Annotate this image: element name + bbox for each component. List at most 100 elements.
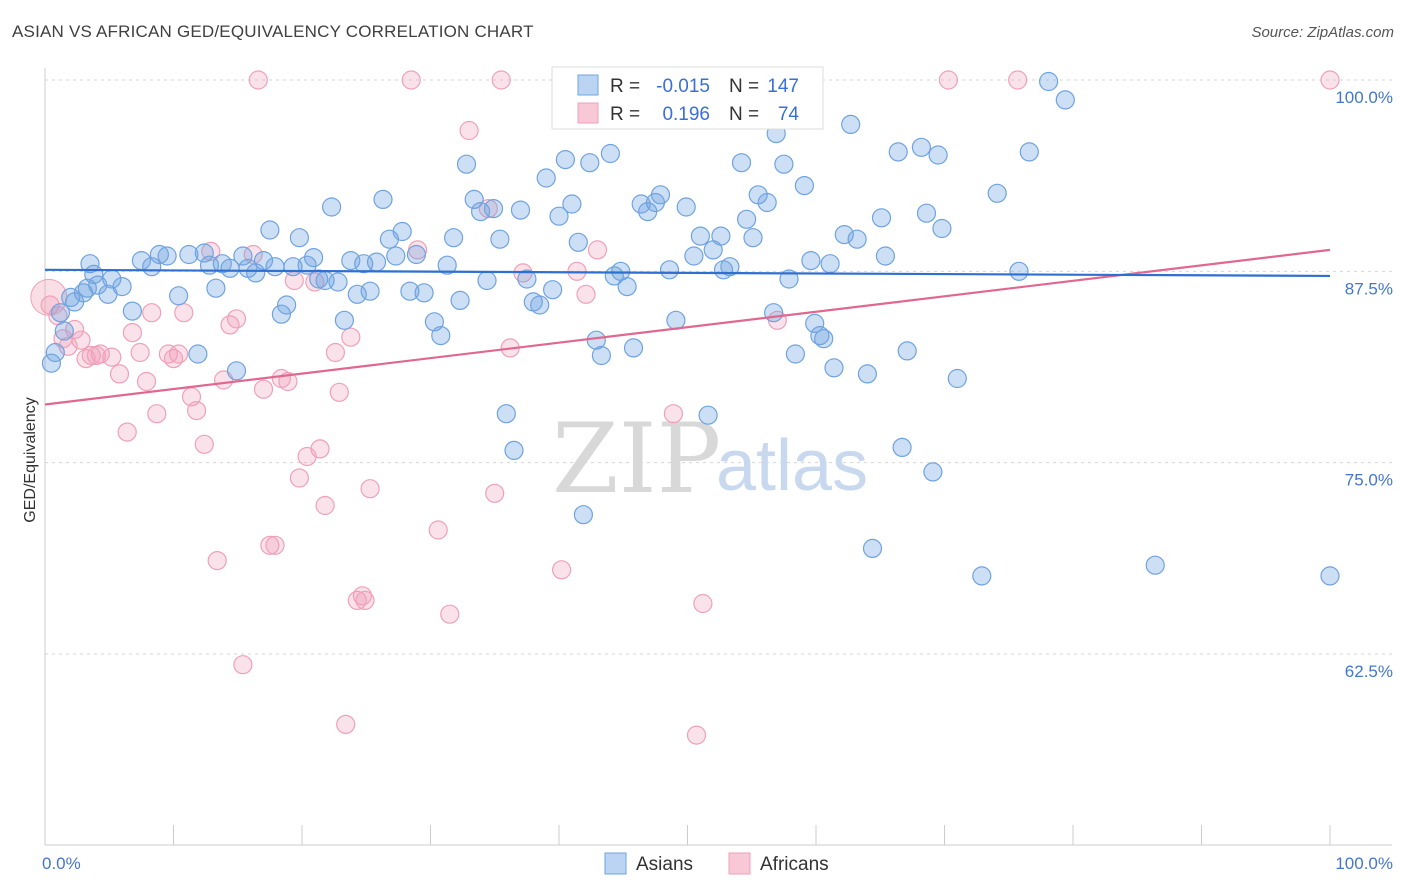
african-point-9 [90, 344, 110, 364]
asian-point-126 [875, 246, 896, 266]
asian-point-88 [623, 338, 644, 358]
asian-point-136 [972, 566, 992, 586]
asian-point-143 [1320, 566, 1340, 586]
african-point-68 [686, 725, 707, 745]
asian-point-33 [265, 257, 285, 277]
african-point-4 [64, 319, 85, 340]
african-point-67 [663, 404, 684, 424]
legend-r-label-africans: R = [610, 104, 640, 125]
african-point-12 [117, 422, 137, 442]
asian-point-120 [834, 225, 854, 245]
asian-point-132 [923, 462, 943, 482]
african-point-57 [478, 199, 498, 219]
asian-point-133 [928, 145, 948, 165]
asian-point-117 [814, 329, 834, 349]
african-point-39 [289, 468, 309, 488]
asian-point-129 [897, 341, 917, 361]
asian-point-32 [260, 220, 280, 240]
asian-point-62 [456, 154, 477, 174]
asian-point-21 [188, 344, 208, 364]
asian-point-93 [659, 260, 680, 280]
african-point-26 [207, 550, 227, 571]
african-point-59 [491, 70, 511, 90]
bottom-legend-label-asians: Asians [636, 854, 693, 875]
asian-point-131 [916, 203, 937, 223]
legend-r-label-asians: R = [610, 76, 640, 97]
asian-point-115 [805, 313, 825, 333]
african-point-64 [576, 284, 596, 304]
bottom-legend-swatch-asians [604, 852, 627, 875]
african-point-50 [355, 590, 375, 611]
asian-point-112 [785, 344, 806, 364]
stats-legend: R = -0.015 N = 147 R = 0.196 N = 74 [551, 66, 824, 130]
asian-point-127 [888, 142, 908, 162]
asian-point-3 [54, 321, 74, 341]
asian-point-14 [122, 301, 142, 321]
asian-point-31 [253, 251, 274, 271]
grid-lines [45, 79, 1392, 655]
african-point-34 [260, 535, 280, 555]
asian-point-49 [366, 252, 387, 272]
african-point-73 [1320, 70, 1340, 90]
legend-n-label-africans: N = [729, 104, 759, 125]
y-tick-label-0: 100.0% [1335, 88, 1393, 107]
legend-n-label-asians: N = [729, 76, 759, 97]
asian-point-13 [112, 277, 132, 297]
chart-title: ASIAN VS AFRICAN GED/EQUIVALENCY CORRELA… [12, 22, 534, 41]
asian-point-130 [911, 137, 932, 157]
asian-point-95 [676, 197, 696, 217]
african-point-25 [201, 241, 221, 261]
asian-point-83 [591, 345, 612, 366]
trend-line-asians [44, 268, 1331, 278]
asian-point-1 [45, 342, 65, 363]
african-point-35 [265, 535, 285, 555]
asian-point-8 [80, 254, 100, 274]
asian-point-66 [483, 199, 504, 219]
asian-point-89 [631, 194, 651, 214]
african-point-11 [109, 364, 130, 384]
african-point-65 [587, 240, 608, 260]
asian-point-97 [690, 226, 711, 246]
asian-point-17 [149, 244, 169, 265]
african-point-32 [248, 70, 268, 90]
legend-r-value-asians: -0.015 [656, 76, 710, 97]
asian-point-74 [536, 168, 556, 188]
asian-point-24 [206, 278, 226, 298]
african-point-54 [428, 520, 448, 540]
asian-point-55 [406, 244, 426, 265]
asian-point-44 [334, 310, 354, 330]
african-point-46 [336, 714, 356, 735]
asian-point-52 [386, 246, 406, 266]
asian-point-108 [763, 303, 784, 323]
series-legend: Asians Africans [604, 852, 829, 875]
asian-point-68 [496, 404, 516, 424]
asian-point-67 [490, 229, 510, 249]
legend-n-value-asians: 147 [767, 76, 799, 97]
african-point-51 [360, 479, 380, 499]
african-point-52 [401, 70, 421, 90]
legend-swatch-africans [577, 102, 599, 124]
african-point-44 [325, 342, 345, 363]
african-point-56 [459, 120, 479, 141]
asian-point-50 [373, 189, 393, 209]
african-point-45 [329, 382, 349, 402]
african-point-21 [174, 303, 194, 323]
asian-point-22 [194, 243, 214, 263]
african-point-0 [40, 295, 60, 315]
african-point-24 [194, 434, 214, 454]
asian-point-119 [824, 358, 844, 378]
asian-point-65 [477, 270, 497, 291]
legend-r-value-africans: 0.196 [662, 104, 710, 125]
axes [44, 68, 1392, 846]
asian-point-75 [542, 280, 563, 300]
y-tick-labels: 100.0% 87.5% 75.0% 62.5% [1335, 88, 1393, 681]
asian-point-38 [297, 255, 317, 275]
asian-point-96 [684, 246, 704, 266]
asian-point-58 [431, 326, 451, 346]
y-axis-title: GED/Equivalency [22, 397, 39, 522]
asian-point-48 [360, 281, 380, 301]
asian-point-42 [322, 197, 342, 217]
asian-point-54 [400, 281, 420, 301]
bottom-legend-label-africans: Africans [760, 854, 829, 875]
